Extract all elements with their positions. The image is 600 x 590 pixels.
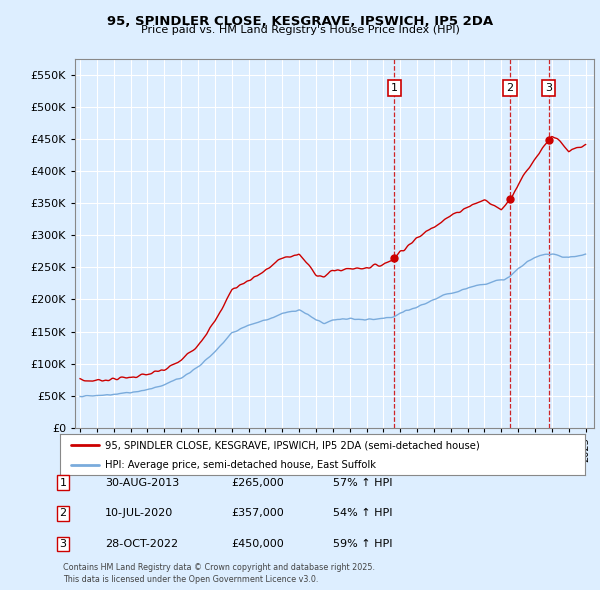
- Text: 59% ↑ HPI: 59% ↑ HPI: [333, 539, 392, 549]
- Text: 28-OCT-2022: 28-OCT-2022: [105, 539, 178, 549]
- Text: 30-AUG-2013: 30-AUG-2013: [105, 478, 179, 487]
- Text: 3: 3: [545, 83, 553, 93]
- Text: 1: 1: [59, 478, 67, 487]
- Text: 95, SPINDLER CLOSE, KESGRAVE, IPSWICH, IP5 2DA: 95, SPINDLER CLOSE, KESGRAVE, IPSWICH, I…: [107, 15, 493, 28]
- Text: £450,000: £450,000: [231, 539, 284, 549]
- Text: 95, SPINDLER CLOSE, KESGRAVE, IPSWICH, IP5 2DA (semi-detached house): 95, SPINDLER CLOSE, KESGRAVE, IPSWICH, I…: [104, 440, 479, 450]
- Text: 57% ↑ HPI: 57% ↑ HPI: [333, 478, 392, 487]
- Text: 1: 1: [391, 83, 398, 93]
- Text: £265,000: £265,000: [231, 478, 284, 487]
- Text: HPI: Average price, semi-detached house, East Suffolk: HPI: Average price, semi-detached house,…: [104, 460, 376, 470]
- Text: 10-JUL-2020: 10-JUL-2020: [105, 509, 173, 518]
- Text: Contains HM Land Registry data © Crown copyright and database right 2025.
This d: Contains HM Land Registry data © Crown c…: [63, 563, 375, 584]
- Text: Price paid vs. HM Land Registry's House Price Index (HPI): Price paid vs. HM Land Registry's House …: [140, 25, 460, 35]
- Text: 54% ↑ HPI: 54% ↑ HPI: [333, 509, 392, 518]
- Text: 3: 3: [59, 539, 67, 549]
- Text: 2: 2: [506, 83, 514, 93]
- Text: £357,000: £357,000: [231, 509, 284, 518]
- Text: 2: 2: [59, 509, 67, 518]
